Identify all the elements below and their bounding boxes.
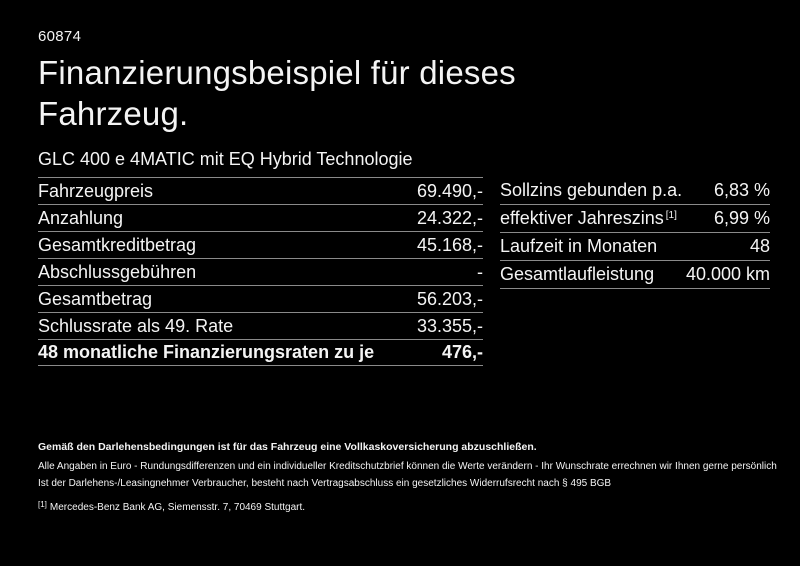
- page-title-line2: Fahrzeug.: [38, 95, 189, 132]
- row-label: effektiver Jahreszins [1]: [500, 208, 677, 229]
- row-label: Schlussrate als 49. Rate: [38, 315, 234, 336]
- row-value: 48: [749, 236, 770, 256]
- row-label: Laufzeit in Monaten: [500, 236, 658, 256]
- table-row: effektiver Jahreszins [1] 6,99 %: [500, 205, 770, 233]
- finance-table: Fahrzeugpreis 69.490,- Anzahlung 24.322,…: [38, 177, 483, 366]
- row-value: 6,83 %: [713, 180, 770, 200]
- row-value: 476,-: [441, 342, 483, 362]
- insurance-requirement-note: Gemäß den Darlehensbedingungen ist für d…: [38, 441, 537, 453]
- table-row: Gesamtlaufleistung 40.000 km: [500, 261, 770, 289]
- page-title-line1: Finanzierungsbeispiel für dieses: [38, 54, 516, 91]
- row-value: 69.490,-: [416, 180, 483, 201]
- row-value: 45.168,-: [416, 234, 483, 255]
- row-value: -: [477, 261, 483, 282]
- row-label: Sollzins gebunden p.a.: [500, 180, 683, 200]
- vehicle-model-subtitle: GLC 400 e 4MATIC mit EQ Hybrid Technolog…: [38, 149, 413, 169]
- row-label: Gesamtkreditbetrag: [38, 234, 197, 255]
- table-row: Abschlussgebühren -: [38, 258, 483, 285]
- table-row: Schlussrate als 49. Rate 33.355,-: [38, 312, 483, 339]
- disclaimer-line: Ist der Darlehens-/Leasingnehmer Verbrau…: [38, 478, 612, 489]
- row-value: 56.203,-: [416, 288, 483, 309]
- row-label: Gesamtlaufleistung: [500, 264, 655, 284]
- footnote-marker: [1]: [38, 500, 47, 509]
- table-row: Fahrzeugpreis 69.490,-: [38, 177, 483, 204]
- table-row: Gesamtkreditbetrag 45.168,-: [38, 231, 483, 258]
- table-row: Laufzeit in Monaten 48: [500, 233, 770, 261]
- disclaimer-line: Alle Angaben in Euro - Rundungsdifferenz…: [38, 461, 777, 472]
- reference-number: 60874: [38, 28, 82, 45]
- row-value: 33.355,-: [416, 315, 483, 336]
- table-row-monthly-rate: 48 monatliche Finanzierungsraten zu je 4…: [38, 339, 483, 366]
- legal-footer: Gemäß den Darlehensbedingungen ist für d…: [38, 441, 778, 514]
- row-label: 48 monatliche Finanzierungsraten zu je: [38, 342, 375, 362]
- footnote-marker: [1]: [665, 210, 677, 221]
- row-value: 40.000 km: [685, 264, 770, 284]
- row-label-text: effektiver Jahreszins: [500, 208, 664, 228]
- row-value: 6,99 %: [713, 208, 770, 228]
- row-label: Abschlussgebühren: [38, 261, 197, 282]
- table-row: Anzahlung 24.322,-: [38, 204, 483, 231]
- footnote-text: Mercedes-Benz Bank AG, Siemensstr. 7, 70…: [49, 502, 306, 513]
- row-label: Anzahlung: [38, 207, 124, 228]
- table-row: Sollzins gebunden p.a. 6,83 %: [500, 177, 770, 205]
- conditions-table: Sollzins gebunden p.a. 6,83 % effektiver…: [500, 177, 770, 289]
- bank-footnote: [1] Mercedes-Benz Bank AG, Siemensstr. 7,…: [38, 499, 778, 514]
- row-label: Gesamtbetrag: [38, 288, 153, 309]
- row-label: Fahrzeugpreis: [38, 180, 154, 201]
- table-row: Gesamtbetrag 56.203,-: [38, 285, 483, 312]
- financing-tables: Fahrzeugpreis 69.490,- Anzahlung 24.322,…: [38, 177, 770, 366]
- page-title: Finanzierungsbeispiel für dieses Fahrzeug…: [38, 52, 516, 134]
- row-value: 24.322,-: [416, 207, 483, 228]
